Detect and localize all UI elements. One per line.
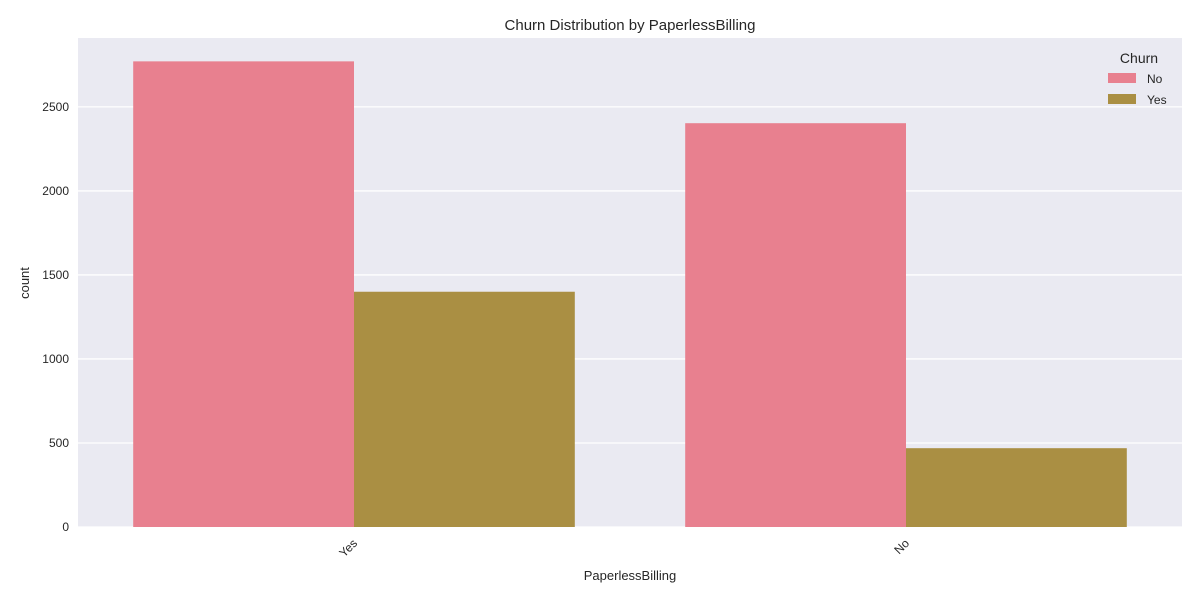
legend-title: Churn [1120,50,1158,66]
bar-yes-no [133,61,354,528]
y-tick-label: 1000 [42,352,69,366]
x-tick-labels: Yes No [336,536,912,560]
y-tick-label: 2000 [42,184,69,198]
bar-yes-yes [354,291,575,527]
y-tick-labels: 0 500 1000 1500 2000 2500 [42,100,69,534]
y-tick-label: 0 [62,520,69,534]
x-tick-label: No [891,536,912,557]
bars [133,61,1127,528]
x-tick-label: Yes [336,536,360,560]
y-axis-label: count [17,267,32,299]
y-tick-label: 2500 [42,100,69,114]
legend-label: No [1147,72,1163,86]
bar-no-yes [906,448,1127,527]
bar-no-no [685,123,906,528]
y-tick-label: 500 [49,436,69,450]
legend-swatch [1108,73,1136,83]
chart-title: Churn Distribution by PaperlessBilling [505,17,756,34]
legend-label: Yes [1147,93,1167,107]
y-tick-label: 1500 [42,268,69,282]
legend: Churn No Yes [1108,50,1167,107]
x-axis-label: PaperlessBilling [584,568,677,583]
legend-swatch [1108,94,1136,104]
